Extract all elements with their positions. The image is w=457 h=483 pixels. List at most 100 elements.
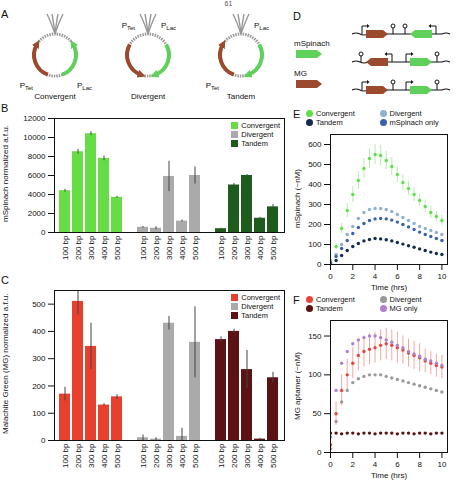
svg-text:2: 2: [351, 460, 356, 469]
svg-text:200 bp: 200 bp: [152, 235, 161, 260]
svg-text:100 bp: 100 bp: [139, 443, 148, 468]
svg-text:100 bp: 100 bp: [217, 235, 226, 260]
svg-text:6: 6: [395, 460, 400, 469]
svg-text:200: 200: [308, 220, 322, 229]
svg-text:mSpinach: mSpinach: [294, 39, 330, 48]
html-text:D: D: [293, 10, 301, 22]
svg-text:200 bp: 200 bp: [74, 235, 83, 260]
html-text:MG aptamer (~nM): MG aptamer (~nM): [293, 352, 302, 420]
svg-text:6: 6: [395, 272, 400, 281]
html-text:Tandem: Tandem: [241, 139, 268, 148]
svg-text:Time (hrs): Time (hrs): [371, 283, 407, 292]
html-text:Tandem: Tandem: [241, 311, 268, 320]
svg-text:100: 100: [308, 370, 322, 379]
svg-text:200 bp: 200 bp: [230, 443, 239, 468]
svg-text:6000: 6000: [28, 171, 46, 180]
html-text:Divergent: Divergent: [389, 109, 422, 118]
svg-text:400 bp: 400 bp: [256, 443, 265, 468]
html-text:B: B: [1, 102, 9, 114]
svg-text:0: 0: [317, 448, 322, 457]
html-text:Malachite Green (MG) normalize: Malachite Green (MG) normalized a.f.u.: [1, 293, 10, 435]
svg-text:4: 4: [373, 272, 378, 281]
html-text:Convergent: Convergent: [316, 109, 355, 118]
svg-text:PTet: PTet: [206, 81, 220, 91]
svg-text:400 bp: 400 bp: [100, 235, 109, 260]
html-text:Convergent: Convergent: [241, 121, 280, 130]
svg-text:300 bp: 300 bp: [165, 443, 174, 468]
html-text:mSpinach normalized a.f.u.: mSpinach normalized a.f.u.: [1, 125, 10, 223]
svg-text:2: 2: [351, 272, 356, 281]
svg-text:500: 500: [308, 160, 322, 169]
svg-text:100 bp: 100 bp: [61, 235, 70, 260]
html-text:Convergent: Convergent: [316, 295, 355, 304]
svg-text:100 bp: 100 bp: [61, 443, 70, 468]
html-text:mSpinach (~nM): mSpinach (~nM): [293, 169, 302, 229]
svg-text:Time (hrs): Time (hrs): [371, 471, 407, 480]
svg-text:200: 200: [32, 382, 46, 391]
svg-text:2000: 2000: [28, 209, 46, 218]
svg-text:400 bp: 400 bp: [256, 235, 265, 260]
html-text:Divergent: Divergent: [241, 130, 274, 139]
svg-text:4000: 4000: [28, 190, 46, 199]
svg-text:PLac: PLac: [77, 81, 92, 91]
svg-text:PTet: PTet: [122, 21, 136, 31]
svg-text:100 bp: 100 bp: [139, 235, 148, 260]
svg-text:8000: 8000: [28, 152, 46, 161]
html-text:mSpinach only: mSpinach only: [389, 118, 439, 127]
svg-text:500 bp: 500 bp: [269, 235, 278, 260]
svg-text:Divergent: Divergent: [131, 92, 166, 101]
svg-text:4: 4: [373, 460, 378, 469]
svg-text:500 bp: 500 bp: [191, 235, 200, 260]
svg-text:500 bp: 500 bp: [269, 443, 278, 468]
svg-text:PLac: PLac: [161, 21, 176, 31]
svg-text:400 bp: 400 bp: [178, 235, 187, 260]
svg-text:200 bp: 200 bp: [152, 443, 161, 468]
svg-text:200 bp: 200 bp: [230, 235, 239, 260]
svg-text:100: 100: [308, 240, 322, 249]
svg-text:MG: MG: [294, 69, 307, 78]
svg-text:300 bp: 300 bp: [165, 235, 174, 260]
svg-text:400 bp: 400 bp: [100, 443, 109, 468]
svg-text:300: 300: [308, 200, 322, 209]
svg-text:8: 8: [417, 460, 422, 469]
svg-text:400: 400: [32, 327, 46, 336]
svg-text:0: 0: [328, 272, 333, 281]
svg-text:Convergent: Convergent: [34, 92, 76, 101]
svg-text:10: 10: [437, 460, 446, 469]
svg-text:PLac: PLac: [254, 21, 269, 31]
svg-text:0: 0: [317, 260, 322, 269]
svg-text:8: 8: [417, 272, 422, 281]
svg-text:600: 600: [308, 140, 322, 149]
svg-text:500 bp: 500 bp: [113, 235, 122, 260]
svg-text:200 bp: 200 bp: [74, 443, 83, 468]
svg-text:100 bp: 100 bp: [217, 443, 226, 468]
svg-text:Tandem: Tandem: [227, 92, 256, 101]
html-text:Tandem: Tandem: [316, 118, 343, 127]
svg-text:100: 100: [32, 409, 46, 418]
svg-text:50: 50: [313, 409, 322, 418]
html-text:MG only: MG only: [389, 304, 418, 313]
svg-text:0: 0: [41, 228, 46, 237]
svg-text:300 bp: 300 bp: [243, 443, 252, 468]
svg-text:0: 0: [328, 460, 333, 469]
html-text:A: A: [1, 8, 9, 20]
svg-text:500 bp: 500 bp: [191, 443, 200, 468]
html-text:Divergent: Divergent: [389, 295, 422, 304]
svg-text:300 bp: 300 bp: [243, 235, 252, 260]
html-text:Divergent: Divergent: [241, 302, 274, 311]
svg-text:PTet: PTet: [20, 81, 34, 91]
svg-text:12000: 12000: [23, 114, 46, 123]
html-text:Tandem: Tandem: [316, 304, 343, 313]
svg-text:400 bp: 400 bp: [178, 443, 187, 468]
svg-text:500: 500: [32, 300, 46, 309]
svg-text:300 bp: 300 bp: [87, 443, 96, 468]
svg-text:10: 10: [437, 272, 446, 281]
svg-text:150: 150: [308, 332, 322, 341]
svg-text:500 bp: 500 bp: [113, 443, 122, 468]
svg-text:10000: 10000: [23, 133, 46, 142]
svg-text:300: 300: [32, 354, 46, 363]
svg-text:300 bp: 300 bp: [87, 235, 96, 260]
svg-text:400: 400: [308, 180, 322, 189]
svg-text:0: 0: [41, 436, 46, 445]
html-text:Convergent: Convergent: [241, 293, 280, 302]
